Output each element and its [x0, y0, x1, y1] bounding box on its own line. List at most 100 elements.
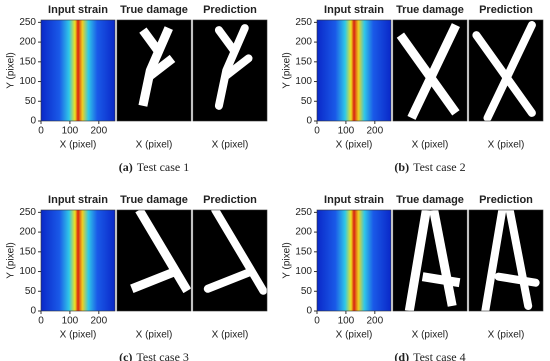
strain-map: [41, 20, 115, 121]
y-tick-label: 200: [295, 37, 312, 48]
y-tick-label: 200: [19, 37, 36, 48]
caption-label: (b): [394, 160, 409, 174]
x-tick-label: 200: [366, 316, 383, 327]
panel-frame: [116, 19, 192, 122]
damage-shape: [147, 54, 176, 80]
caption: (d) Test case 4: [394, 350, 465, 361]
panel-frame: [40, 209, 116, 312]
damage-shape: [421, 272, 461, 288]
x-axis-label: X (pixel): [336, 330, 373, 341]
caption: (b) Test case 2: [394, 160, 465, 174]
x-tick-label: 100: [338, 316, 355, 327]
damage-shape: [404, 209, 431, 312]
panel-title: True damage: [396, 194, 464, 206]
damage-shape: [203, 268, 253, 293]
caption-text: Test case 1: [137, 160, 189, 174]
caption: (a) Test case 1: [119, 160, 189, 174]
panel-title: Input strain: [48, 4, 108, 16]
damage-shape: [483, 21, 536, 122]
caption-text: Test case 2: [413, 160, 465, 174]
caption-text: Test case 3: [136, 350, 188, 361]
y-axis-label: Y (pixel): [282, 52, 293, 89]
strain-map: [317, 20, 391, 121]
x-axis-label: X (pixel): [212, 330, 249, 341]
y-tick-label: 150: [295, 56, 312, 67]
y-axis-label: Y (pixel): [282, 242, 293, 279]
y-tick-label: 250: [295, 207, 312, 218]
panel-frame: [192, 209, 268, 312]
damage-shape: [481, 206, 507, 315]
damage-shape: [139, 27, 162, 53]
x-axis-label: X (pixel): [336, 140, 373, 151]
damage-shape: [494, 272, 540, 287]
caption: (c) Test case 3: [119, 350, 189, 361]
y-tick-label: 200: [19, 227, 36, 238]
panel-title: True damage: [120, 4, 188, 16]
x-axis-label: X (pixel): [136, 330, 173, 341]
y-tick-label: 50: [301, 286, 313, 297]
damage-shape: [407, 23, 460, 120]
x-tick-label: 200: [90, 316, 107, 327]
y-tick-label: 0: [30, 116, 36, 127]
x-axis-label: X (pixel): [136, 140, 173, 151]
y-tick-label: 100: [295, 266, 312, 277]
y-axis-label: Y (pixel): [6, 52, 17, 89]
damage-shape: [130, 268, 175, 293]
panel-frame: [316, 19, 392, 122]
damage-map: [117, 210, 191, 311]
y-tick-label: 100: [19, 76, 36, 87]
y-tick-label: 150: [19, 246, 36, 257]
x-tick-label: 200: [366, 126, 383, 137]
panel-frame: [116, 209, 192, 312]
damage-shape: [505, 206, 533, 310]
y-tick-label: 0: [30, 306, 36, 317]
y-tick-label: 150: [19, 56, 36, 67]
panel-title: Input strain: [324, 194, 384, 206]
panel-title: Prediction: [479, 4, 533, 16]
panel-title: Prediction: [203, 194, 257, 206]
strain-map: [317, 210, 391, 311]
panel-frame: [392, 19, 468, 122]
strain-map: [41, 210, 115, 311]
x-axis-label: X (pixel): [412, 140, 449, 151]
damage-shape: [222, 54, 253, 80]
y-tick-label: 0: [306, 116, 312, 127]
panel-title: True damage: [396, 4, 464, 16]
caption-label: (d): [394, 350, 409, 361]
x-axis-label: X (pixel): [488, 330, 525, 341]
y-tick-label: 150: [295, 246, 312, 257]
panel-frame: [316, 209, 392, 312]
damage-shape: [214, 26, 238, 55]
panel-frame: [468, 19, 544, 122]
panel-frame: [40, 19, 116, 122]
x-tick-label: 0: [38, 126, 44, 137]
panel-title: True damage: [120, 194, 188, 206]
panel-title: Prediction: [479, 194, 533, 206]
y-axis-label: Y (pixel): [6, 242, 17, 279]
damage-map: [393, 210, 467, 311]
x-tick-label: 200: [90, 126, 107, 137]
x-tick-label: 0: [314, 316, 320, 327]
y-tick-label: 0: [306, 306, 312, 317]
panel-frame: [468, 209, 544, 312]
y-tick-label: 100: [295, 76, 312, 87]
panel-title: Prediction: [203, 4, 257, 16]
y-tick-label: 250: [295, 17, 312, 28]
panel-title: Input strain: [48, 194, 108, 206]
panel-title: Input strain: [324, 4, 384, 16]
x-tick-label: 100: [62, 316, 79, 327]
panel-frame: [392, 209, 468, 312]
x-axis-label: X (pixel): [60, 330, 97, 341]
damage-shape: [211, 206, 268, 295]
panel-frame: [192, 19, 268, 122]
y-tick-label: 250: [19, 17, 36, 28]
x-tick-label: 100: [338, 126, 355, 137]
x-axis-label: X (pixel): [60, 140, 97, 151]
caption-label: (a): [119, 160, 133, 174]
damage-shape: [135, 207, 192, 294]
y-tick-label: 50: [301, 96, 313, 107]
caption-label: (c): [119, 350, 132, 361]
y-tick-label: 100: [19, 266, 36, 277]
damage-map: [193, 210, 267, 311]
x-tick-label: 100: [62, 126, 79, 137]
